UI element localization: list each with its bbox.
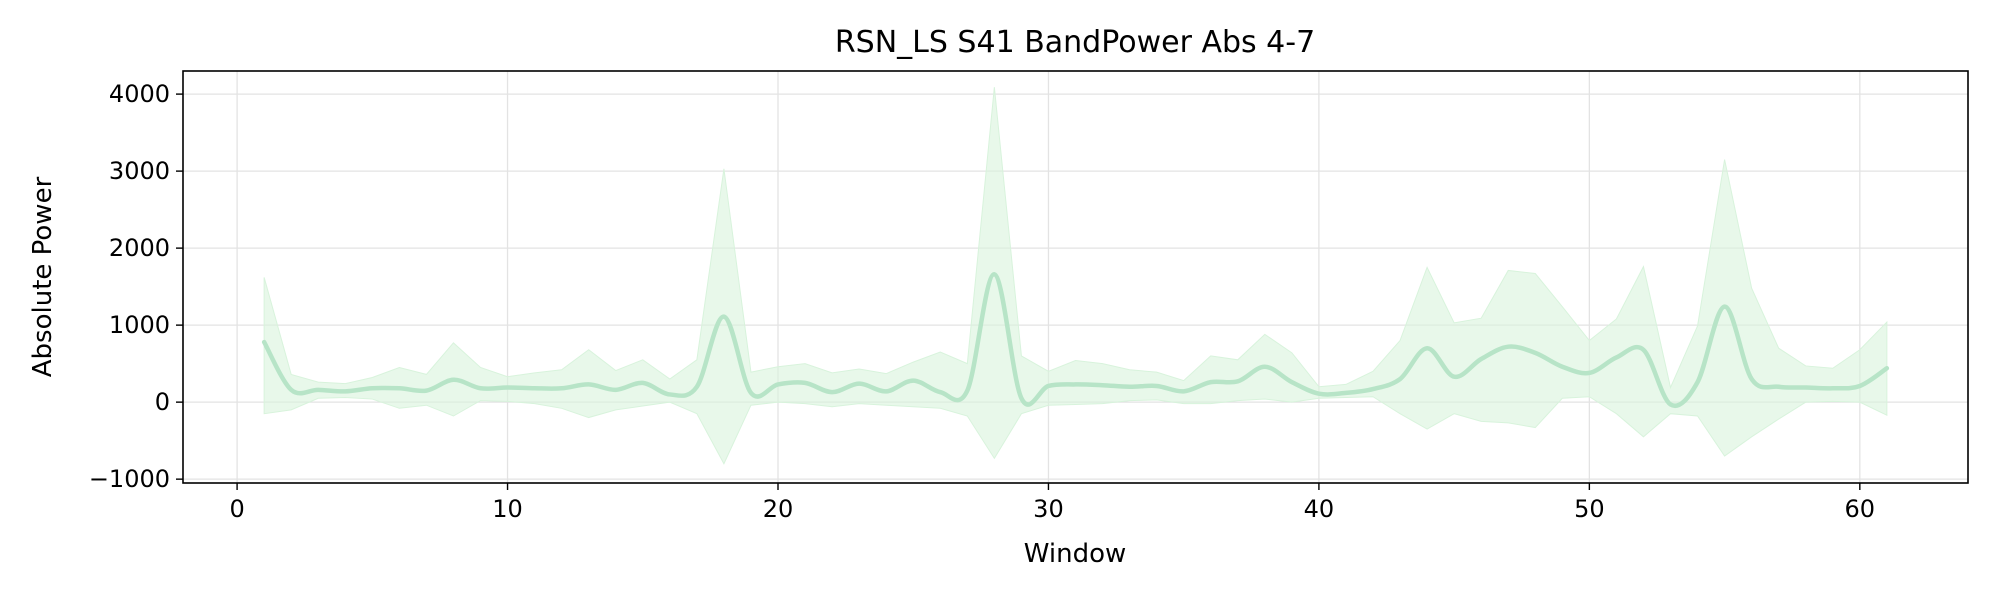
x-tick-label: 10 <box>492 495 523 523</box>
x-tick-label: 50 <box>1574 495 1605 523</box>
x-axis: 0 10 20 30 40 50 60 <box>229 483 1875 523</box>
confidence-band <box>263 87 1888 465</box>
x-tick-label: 30 <box>1033 495 1064 523</box>
x-axis-label: Window <box>1024 539 1127 569</box>
mean-series-line <box>261 272 1890 408</box>
y-axis: −1000 0 1000 2000 3000 4000 <box>89 80 183 493</box>
y-tick-label: −1000 <box>89 465 170 493</box>
y-tick-label: 4000 <box>109 80 170 108</box>
plot-area <box>183 71 1968 483</box>
x-tick-label: 0 <box>229 495 244 523</box>
plot-frame <box>182 70 1969 484</box>
x-tick-label: 20 <box>763 495 794 523</box>
y-axis-label: Absolute Power <box>28 176 58 377</box>
chart-title: RSN_LS S41 BandPower Abs 4-7 <box>835 25 1315 60</box>
x-tick-label: 60 <box>1845 495 1876 523</box>
y-tick-label: 3000 <box>109 157 170 185</box>
y-tick-label: 2000 <box>109 234 170 262</box>
y-tick-label: 1000 <box>109 311 170 339</box>
std-band-area <box>263 87 1888 465</box>
x-tick-label: 40 <box>1304 495 1335 523</box>
y-tick-label: 0 <box>155 388 170 416</box>
mean-line <box>261 272 1890 408</box>
